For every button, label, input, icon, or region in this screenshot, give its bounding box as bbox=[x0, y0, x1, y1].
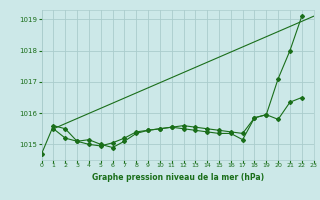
X-axis label: Graphe pression niveau de la mer (hPa): Graphe pression niveau de la mer (hPa) bbox=[92, 173, 264, 182]
